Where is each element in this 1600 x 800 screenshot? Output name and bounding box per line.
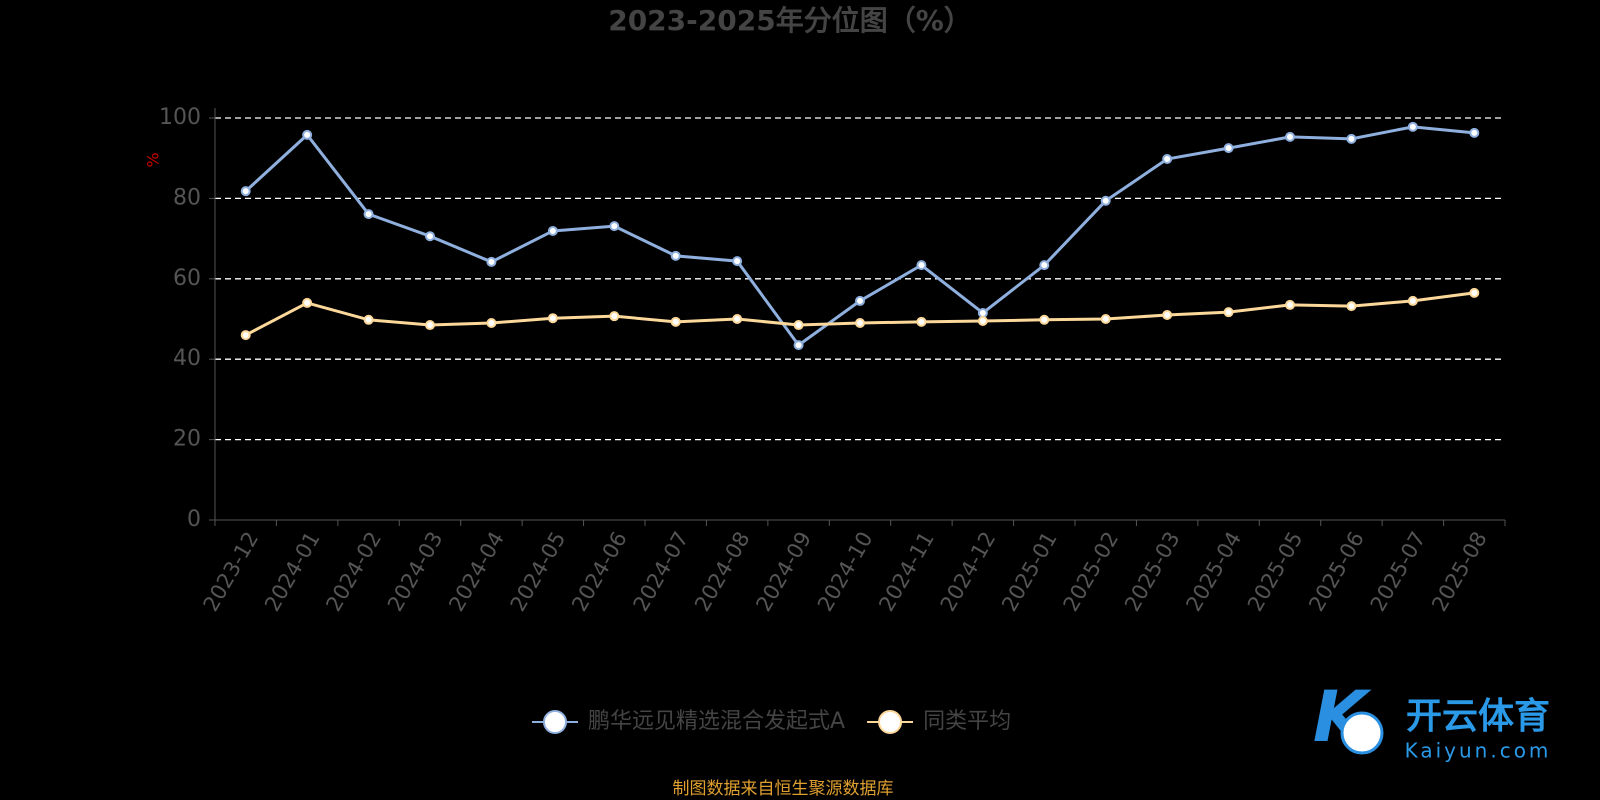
y-tick-label: 40 (173, 346, 201, 371)
data-point (793, 340, 804, 351)
data-point (240, 330, 251, 341)
data-point (732, 256, 743, 267)
data-point (1407, 295, 1418, 306)
data-point (916, 260, 927, 271)
y-tick-label: 60 (173, 266, 201, 291)
data-point (302, 129, 313, 140)
data-point (302, 297, 313, 308)
data-point (732, 314, 743, 324)
data-point (916, 316, 927, 327)
legend-marker (543, 710, 567, 734)
data-point (1285, 131, 1295, 142)
watermark-brand: 开云体育 (1406, 696, 1550, 737)
data-point (1100, 314, 1111, 324)
watermark-site: Kaiyun.com (1405, 739, 1552, 763)
data-point (670, 250, 681, 261)
watermark-ball (1340, 711, 1384, 755)
data-point (425, 231, 435, 242)
data-point (1039, 314, 1050, 325)
data-point (855, 295, 865, 306)
y-tick-label: 20 (173, 427, 201, 452)
data-point (240, 186, 251, 197)
data-point (1223, 307, 1234, 318)
data-point (609, 311, 620, 322)
data-point (1469, 127, 1480, 138)
data-point (1285, 299, 1295, 310)
data-point (1039, 260, 1050, 271)
data-point (1162, 309, 1173, 320)
data-point (1100, 195, 1111, 206)
data-point (363, 314, 374, 325)
data-point (547, 225, 558, 236)
source-note: 制图数据来自恒生聚源数据库 (673, 779, 894, 799)
data-point (547, 313, 558, 324)
y-tick-label: 0 (187, 507, 201, 532)
legend-label: 鹏华远见精选混合发起式A (588, 709, 845, 734)
data-point (1469, 287, 1480, 298)
chart-title: 2023-2025年分位图（%） (608, 4, 972, 37)
data-point (855, 318, 865, 329)
data-point (670, 316, 681, 327)
data-point (1407, 121, 1418, 132)
y-tick-label: 100 (159, 105, 201, 130)
data-point (977, 316, 988, 327)
data-point (1346, 301, 1357, 312)
data-point (363, 209, 374, 220)
data-point (1162, 154, 1173, 165)
data-point (486, 318, 497, 329)
data-point (977, 307, 988, 318)
y-axis-label: % (144, 152, 163, 167)
data-point (793, 320, 804, 331)
data-point (1346, 133, 1357, 144)
data-point (486, 256, 497, 267)
data-point (609, 221, 620, 232)
watermark: K 开云体育 Kaiyun.com (1313, 676, 1552, 763)
data-point (425, 320, 435, 331)
y-tick-label: 80 (173, 185, 201, 210)
legend-label: 同类平均 (923, 709, 1011, 734)
legend-marker (878, 710, 903, 734)
data-point (1223, 143, 1234, 154)
